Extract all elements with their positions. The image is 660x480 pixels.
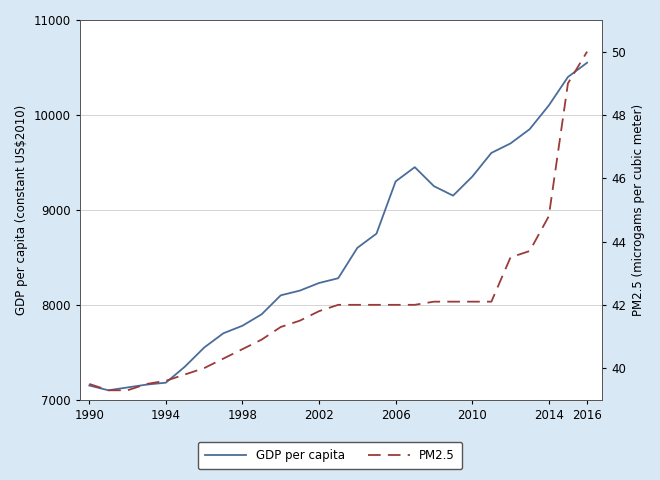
PM2.5 [257, 337, 265, 343]
PM2.5 [143, 381, 150, 387]
PM2.5 [238, 346, 246, 352]
GDP per capita [315, 280, 323, 286]
PM2.5 [219, 356, 227, 361]
GDP per capita [162, 380, 170, 385]
Y-axis label: GDP per capita (constant US$2010): GDP per capita (constant US$2010) [15, 105, 28, 315]
PM2.5 [334, 302, 342, 308]
GDP per capita [143, 382, 150, 387]
GDP per capita [487, 150, 495, 156]
GDP per capita [411, 164, 418, 170]
GDP per capita [181, 364, 189, 370]
Line: GDP per capita: GDP per capita [89, 63, 587, 390]
PM2.5 [487, 299, 495, 304]
PM2.5 [430, 299, 438, 304]
GDP per capita [334, 276, 342, 281]
PM2.5 [411, 302, 418, 308]
GDP per capita [85, 383, 93, 388]
PM2.5 [296, 318, 304, 324]
PM2.5 [200, 365, 208, 371]
GDP per capita [545, 103, 553, 108]
PM2.5 [162, 378, 170, 384]
GDP per capita [257, 312, 265, 317]
PM2.5 [85, 381, 93, 387]
GDP per capita [123, 384, 131, 390]
GDP per capita [468, 174, 476, 180]
PM2.5 [449, 299, 457, 304]
PM2.5 [181, 372, 189, 377]
Legend: GDP per capita, PM2.5: GDP per capita, PM2.5 [198, 442, 462, 469]
GDP per capita [391, 179, 399, 184]
GDP per capita [583, 60, 591, 66]
PM2.5 [315, 308, 323, 314]
PM2.5 [104, 387, 112, 393]
Line: PM2.5: PM2.5 [89, 52, 587, 390]
PM2.5 [545, 213, 553, 219]
GDP per capita [104, 387, 112, 393]
GDP per capita [372, 231, 380, 237]
PM2.5 [372, 302, 380, 308]
PM2.5 [353, 302, 361, 308]
GDP per capita [449, 193, 457, 199]
GDP per capita [200, 345, 208, 350]
PM2.5 [468, 299, 476, 304]
PM2.5 [123, 387, 131, 393]
GDP per capita [507, 141, 515, 146]
GDP per capita [526, 126, 534, 132]
PM2.5 [583, 49, 591, 55]
PM2.5 [526, 248, 534, 254]
GDP per capita [430, 183, 438, 189]
PM2.5 [564, 81, 572, 86]
PM2.5 [391, 302, 399, 308]
PM2.5 [507, 254, 515, 260]
GDP per capita [353, 245, 361, 251]
Y-axis label: PM2.5 (microgams per cubic meter): PM2.5 (microgams per cubic meter) [632, 104, 645, 316]
GDP per capita [238, 323, 246, 329]
GDP per capita [564, 74, 572, 80]
GDP per capita [296, 288, 304, 293]
GDP per capita [219, 330, 227, 336]
PM2.5 [277, 324, 284, 330]
GDP per capita [277, 292, 284, 298]
